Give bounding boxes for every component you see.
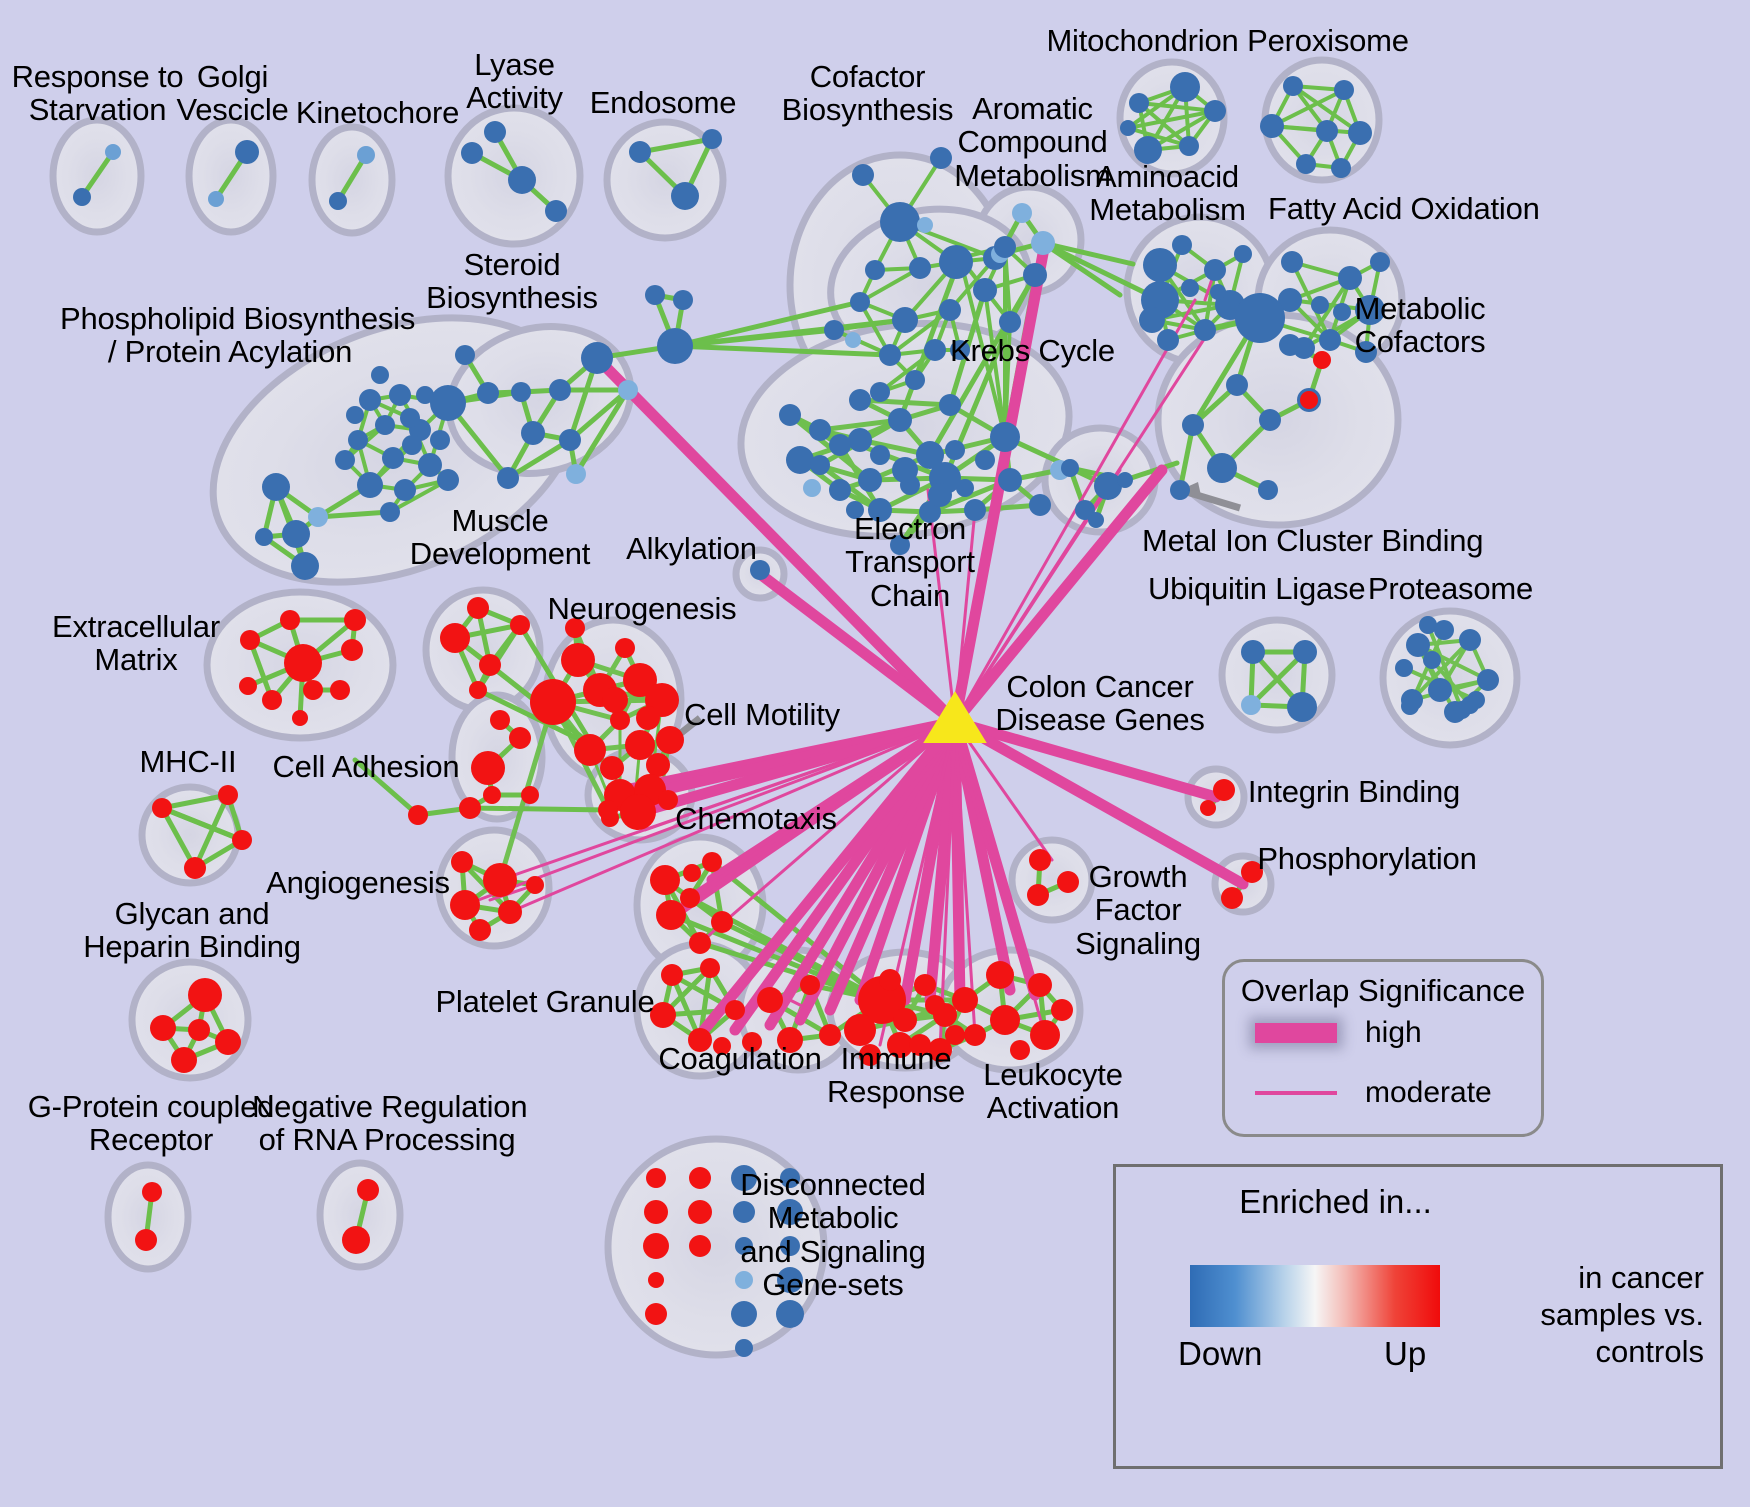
cluster-label-mhc-ii: MHC-II [139, 744, 237, 779]
cluster-label-gpcr: G-Protein coupled Receptor [27, 1089, 275, 1158]
cluster-label-lyase-activity: Lyase Activity [466, 47, 563, 116]
cluster-label-phospholipid-biosynthesis: Phospholipid Biosynthesis / Protein Acyl… [60, 301, 416, 370]
cluster-label-cell-adhesion: Cell Adhesion [272, 749, 460, 784]
legend-enriched-in: Enriched in... Down Up in cancer samples… [1113, 1164, 1723, 1469]
cluster-label-leukocyte-activation: Leukocyte Activation [983, 1057, 1123, 1126]
cluster-label-integrin-binding: Integrin Binding [1247, 774, 1461, 809]
hub-label-colon-cancer-disease-genes: Colon Cancer Disease Genes [995, 669, 1205, 738]
cluster-label-aminoacid-metabolism: Aminoacid Metabolism [1089, 159, 1246, 228]
cluster-label-phosphorylation: Phosphorylation [1257, 841, 1477, 876]
cluster-label-chemotaxis: Chemotaxis [675, 801, 837, 836]
legend-overlap-title: Overlap Significance [1240, 973, 1526, 1008]
cluster-label-cofactor-biosynthesis: Cofactor Biosynthesis [781, 59, 954, 128]
cluster-label-mitochondrion: Mitochondrion [1046, 23, 1239, 58]
cluster-label-negative-regulation-rna: Negative Regulation of RNA Processing [252, 1089, 528, 1158]
legend-overlap-moderate-row: moderate [1225, 1076, 1541, 1110]
cluster-label-peroxisome: Peroxisome [1247, 23, 1409, 58]
legend-moderate-label: moderate [1365, 1076, 1492, 1110]
cluster-label-platelet-granule: Platelet Granule [435, 984, 655, 1019]
legend-moderate-swatch [1255, 1091, 1337, 1096]
colon-cancer-hub-node[interactable] [923, 691, 987, 743]
cluster-label-fatty-acid-oxidation: Fatty Acid Oxidation [1268, 191, 1540, 226]
gene-set-nodes [73, 72, 1499, 1357]
legend-high-swatch [1255, 1023, 1337, 1044]
legend-overlap-significance: Overlap Significance high moderate [1222, 959, 1544, 1137]
cluster-label-krebs-cycle: Krebs Cycle [950, 333, 1115, 368]
cluster-label-immune-response: Immune Response [827, 1041, 965, 1110]
cluster-label-metabolic-cofactors: Metabolic Cofactors [1354, 291, 1486, 360]
cluster-label-aromatic-compound-metabolism: Aromatic Compound Metabolism [954, 91, 1111, 193]
cluster-label-proteasome: Proteasome [1367, 571, 1534, 606]
cluster-label-cell-motility: Cell Motility [684, 697, 840, 732]
cluster-label-angiogenesis: Angiogenesis [266, 865, 450, 900]
significance-edges [463, 237, 1249, 1052]
legend-enriched-side-text: in cancer samples vs. controls [1540, 1260, 1704, 1370]
enrichment-colorbar [1190, 1265, 1440, 1327]
cluster-label-disconnected-gene-sets: Disconnected Metabolic and Signaling Gen… [740, 1167, 926, 1303]
cluster-label-muscle-development: Muscle Development [409, 503, 591, 572]
legend-up-label: Up [1384, 1335, 1427, 1372]
cluster-label-alkylation: Alkylation [626, 531, 757, 566]
cluster-label-electron-transport-chain: Electron Transport Chain [845, 511, 975, 613]
legend-high-label: high [1365, 1016, 1422, 1050]
cluster-label-golgi-vescicle: Golgi Vescicle [176, 59, 289, 128]
cluster-label-growth-factor-signaling: Growth Factor Signaling [1075, 859, 1201, 961]
cluster-label-metal-ion-cluster-binding: Metal Ion Cluster Binding [1142, 523, 1484, 558]
cluster-label-extracellular-matrix: Extracellular Matrix [52, 609, 220, 678]
cluster-label-ubiquitin-ligase: Ubiquitin Ligase [1148, 571, 1366, 606]
cluster-label-glycan-heparin-binding: Glycan and Heparin Binding [83, 896, 301, 965]
cluster-label-neurogenesis: Neurogenesis [547, 591, 737, 626]
cluster-label-steroid-biosynthesis: Steroid Biosynthesis [426, 247, 598, 316]
legend-down-label: Down [1178, 1335, 1263, 1372]
enrichment-colorbar-wrap [1190, 1265, 1440, 1327]
cluster-label-kinetochore: Kinetochore [295, 95, 460, 130]
legend-overlap-high-row: high [1225, 1016, 1541, 1050]
cluster-label-coagulation: Coagulation [658, 1041, 822, 1076]
cluster-label-response-to-starvation: Response to Starvation [11, 59, 184, 128]
legend-enriched-title: Enriched in... [1239, 1183, 1432, 1220]
cluster-label-endosome: Endosome [589, 85, 737, 120]
